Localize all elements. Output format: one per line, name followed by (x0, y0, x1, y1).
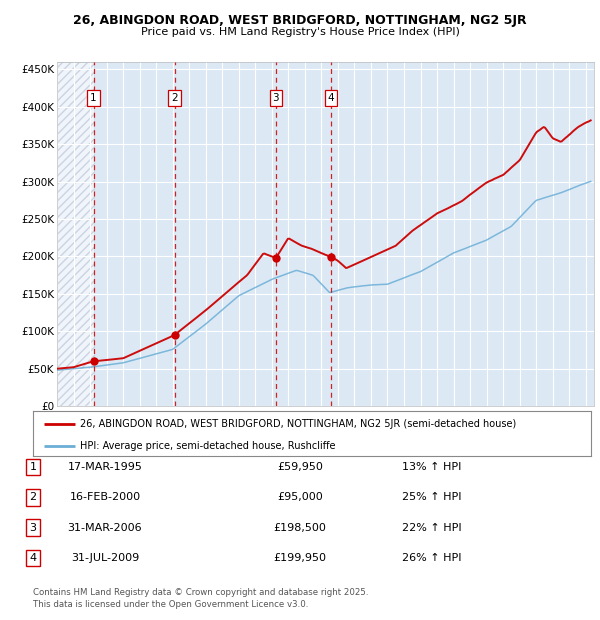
Text: 2: 2 (172, 93, 178, 103)
Text: 31-MAR-2006: 31-MAR-2006 (68, 523, 142, 533)
Text: £199,950: £199,950 (274, 553, 326, 563)
Text: 16-FEB-2000: 16-FEB-2000 (70, 492, 140, 502)
Text: 31-JUL-2009: 31-JUL-2009 (71, 553, 139, 563)
Text: 1: 1 (90, 93, 97, 103)
Text: £95,000: £95,000 (277, 492, 323, 502)
Text: 2: 2 (29, 492, 37, 502)
Text: 26, ABINGDON ROAD, WEST BRIDGFORD, NOTTINGHAM, NG2 5JR: 26, ABINGDON ROAD, WEST BRIDGFORD, NOTTI… (73, 14, 527, 27)
Text: 3: 3 (29, 523, 37, 533)
Text: 17-MAR-1995: 17-MAR-1995 (68, 462, 142, 472)
Text: £198,500: £198,500 (274, 523, 326, 533)
Text: Price paid vs. HM Land Registry's House Price Index (HPI): Price paid vs. HM Land Registry's House … (140, 27, 460, 37)
Text: 4: 4 (328, 93, 334, 103)
Text: Contains HM Land Registry data © Crown copyright and database right 2025.
This d: Contains HM Land Registry data © Crown c… (33, 588, 368, 609)
Text: 3: 3 (272, 93, 279, 103)
Text: HPI: Average price, semi-detached house, Rushcliffe: HPI: Average price, semi-detached house,… (80, 441, 336, 451)
Text: 13% ↑ HPI: 13% ↑ HPI (403, 462, 461, 472)
Text: 1: 1 (29, 462, 37, 472)
Text: 26% ↑ HPI: 26% ↑ HPI (402, 553, 462, 563)
Text: 25% ↑ HPI: 25% ↑ HPI (402, 492, 462, 502)
Bar (57, 62, 94, 406)
Text: 4: 4 (29, 553, 37, 563)
Text: £59,950: £59,950 (277, 462, 323, 472)
Text: 26, ABINGDON ROAD, WEST BRIDGFORD, NOTTINGHAM, NG2 5JR (semi-detached house): 26, ABINGDON ROAD, WEST BRIDGFORD, NOTTI… (80, 418, 517, 428)
Text: 22% ↑ HPI: 22% ↑ HPI (402, 523, 462, 533)
